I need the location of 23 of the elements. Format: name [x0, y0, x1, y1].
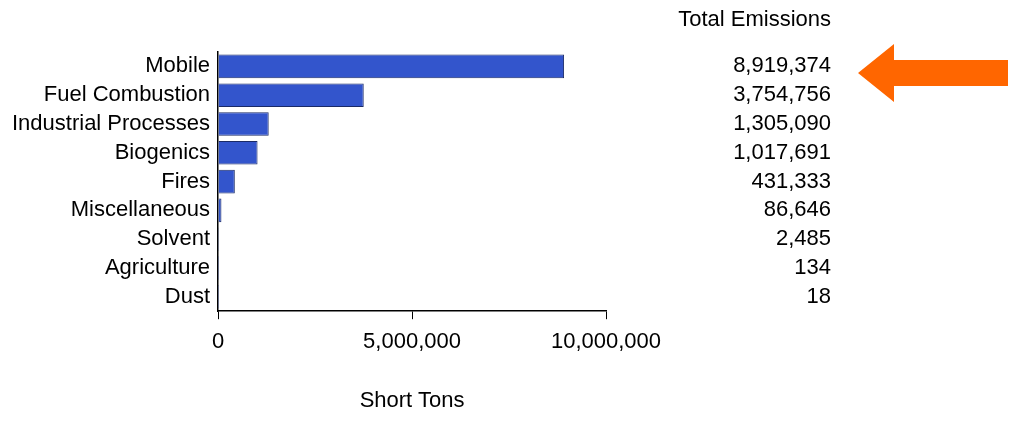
data-label: 8,919,374	[733, 52, 831, 78]
x-tick-label: 0	[211, 328, 225, 354]
x-tick-label: 5,000,000	[363, 328, 461, 354]
y-tick-label: Mobile	[145, 52, 211, 78]
y-tick-label: Industrial Processes	[11, 110, 211, 136]
data-label: 1,017,691	[733, 138, 831, 164]
y-tick-label: Fires	[161, 167, 211, 193]
data-label: 18	[806, 282, 831, 308]
text: Total Emissions	[678, 6, 831, 32]
y-tick-label: Miscellaneous	[70, 196, 211, 222]
x-tick-label: 10,000,000	[550, 328, 662, 354]
x-axis-title: Short Tons	[359, 386, 465, 412]
y-tick-label: Dust	[164, 282, 211, 308]
data-label: 431,333	[751, 167, 831, 193]
y-tick-label: Biogenics	[114, 138, 211, 164]
y-tick-label: Solvent	[136, 225, 211, 251]
y-tick-label: Agriculture	[104, 254, 211, 280]
y-tick-label: Fuel Combustion	[43, 81, 211, 107]
data-label: 86,646	[763, 196, 831, 222]
data-label: 1,305,090	[733, 110, 831, 136]
data-label: 134	[794, 254, 831, 280]
data-label: 2,485	[775, 225, 831, 251]
data-label: 3,754,756	[733, 81, 831, 107]
